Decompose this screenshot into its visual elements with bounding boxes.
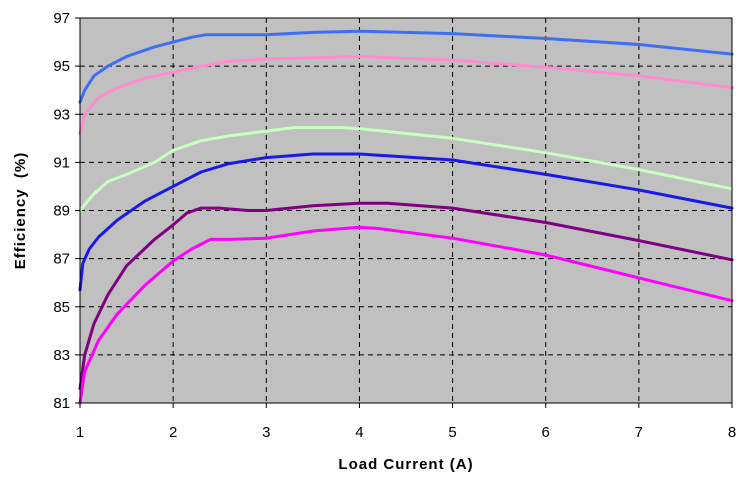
y-tick-label: 87 xyxy=(53,251,70,268)
y-tick-label: 81 xyxy=(53,395,70,412)
x-tick-label: 1 xyxy=(76,424,84,441)
x-tick-label: 8 xyxy=(728,424,736,441)
series-line-1 xyxy=(78,29,734,104)
series-line-6 xyxy=(78,225,734,405)
y-tick-label: 93 xyxy=(53,106,70,123)
series-line-3 xyxy=(78,126,734,212)
y-tick-label: 83 xyxy=(53,347,70,364)
x-tick-label: 6 xyxy=(542,424,550,441)
x-tick-label: 2 xyxy=(169,424,177,441)
y-tick-label: 97 xyxy=(53,10,70,27)
series-line-5 xyxy=(78,201,734,391)
y-axis-label: Efficiency (%) xyxy=(12,152,29,270)
series-lines xyxy=(78,29,734,405)
series-line-4 xyxy=(78,152,734,292)
y-axis-ticks: 81 83 85 87 89 91 93 95 97 xyxy=(53,10,80,412)
x-tick-label: 5 xyxy=(448,424,456,441)
x-tick-label: 3 xyxy=(262,424,270,441)
x-axis-label: Load Current (A) xyxy=(338,456,473,473)
x-tick-label: 4 xyxy=(355,424,363,441)
series-line-2 xyxy=(78,55,734,135)
x-tick-label: 7 xyxy=(635,424,643,441)
y-tick-label: 95 xyxy=(53,58,70,75)
y-tick-label: 89 xyxy=(53,203,70,220)
y-tick-label: 85 xyxy=(53,299,70,316)
x-axis-ticks: 1 2 3 4 5 6 7 8 xyxy=(76,403,736,441)
y-tick-label: 91 xyxy=(53,154,70,171)
